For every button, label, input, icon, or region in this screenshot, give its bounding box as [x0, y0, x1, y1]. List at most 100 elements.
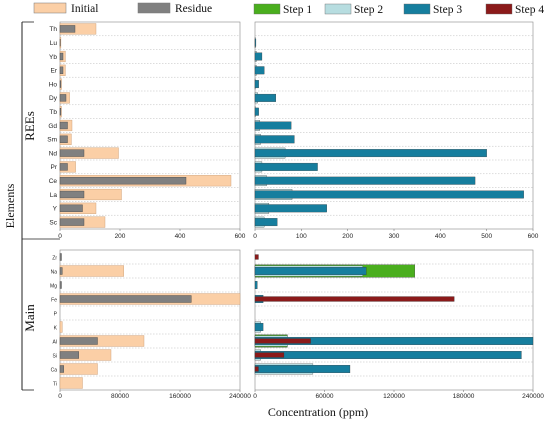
category-label: Na	[51, 269, 58, 275]
category-label: Ho	[49, 81, 58, 88]
category-label: Ca	[51, 367, 58, 373]
bar-residue-ho	[59, 80, 62, 88]
bar-step3-y	[254, 204, 327, 213]
group-title-rees: REEs	[22, 111, 37, 141]
tick-label-left: 0	[58, 393, 62, 400]
category-label: Fe	[51, 297, 57, 303]
category-label: Th	[49, 26, 57, 33]
legend-label-step-3: Step 3	[433, 4, 462, 16]
bar-initial-ca	[59, 363, 98, 375]
tick-label-right: 180000	[453, 393, 475, 400]
bar-initial-ti	[59, 377, 83, 389]
bar-step3-ca	[254, 364, 351, 373]
bar-residue-al	[59, 337, 98, 345]
tick-label-left: 160000	[169, 393, 191, 400]
category-label: Gd	[48, 123, 57, 130]
bar-step4-ca	[254, 366, 259, 372]
bar-residue-ce	[59, 177, 187, 185]
legend-swatch-step-1	[253, 3, 281, 15]
bar-residue-tb	[59, 108, 62, 116]
bar-initial-na	[59, 265, 124, 277]
bar-step4-al	[254, 338, 311, 344]
category-label: Ce	[49, 178, 58, 185]
tick-label-right: 0	[253, 233, 257, 240]
bar-initial-k	[59, 321, 63, 333]
tick-label-right: 200	[342, 233, 353, 240]
bar-residue-fe	[59, 295, 192, 303]
tick-label-right: 500	[481, 233, 492, 240]
bar-step3-k	[254, 322, 264, 331]
legend-label-step-2: Step 2	[354, 4, 383, 16]
bar-step4-fe	[254, 296, 455, 302]
category-label: Ti	[53, 381, 57, 387]
category-label: P	[54, 311, 58, 317]
category-label: La	[50, 192, 58, 199]
bar-step3-ho	[254, 80, 259, 89]
tick-label-left: 240000	[229, 393, 251, 400]
bar-step3-sc	[254, 218, 278, 227]
category-label: Al	[53, 339, 57, 345]
group-title-main: Main	[22, 304, 37, 332]
legend-label-step-4: Step 4	[515, 4, 544, 16]
tick-label-right: 600	[528, 233, 539, 240]
legend-swatch-step-4	[485, 3, 513, 15]
tick-label-left: 80000	[111, 393, 129, 400]
tick-label-right: 100	[296, 233, 307, 240]
category-label: K	[54, 325, 58, 331]
bar-residue-nd	[59, 149, 85, 157]
bar-step3-na	[254, 266, 367, 275]
category-label: Nd	[49, 150, 58, 157]
category-label: Y	[53, 206, 58, 213]
bar-residue-y	[59, 204, 83, 212]
bar-step4-si	[254, 352, 285, 358]
legend: Initial Residue Step 1 Step 2 Step 3 Step 4	[33, 2, 544, 16]
bar-step3-tb	[254, 107, 259, 116]
legend-swatch-initial	[33, 2, 67, 14]
tick-label-left: 600	[235, 233, 246, 240]
category-label: Tb	[49, 109, 57, 116]
bar-residue-la	[59, 190, 85, 199]
bar-step3-ce	[254, 176, 476, 185]
bar-step3-pr	[254, 162, 318, 171]
x-axis-title: Concentration (ppm)	[268, 405, 368, 419]
tick-label-right: 120000	[383, 393, 405, 400]
tick-label-right: 400	[435, 233, 446, 240]
bar-residue-na	[59, 267, 63, 275]
tick-label-right: 240000	[522, 393, 544, 400]
bar-step3-la	[254, 190, 524, 199]
tick-label-right: 0	[253, 393, 257, 400]
bar-residue-dy	[59, 94, 67, 102]
legend-label-initial: Initial	[71, 3, 98, 15]
bar-step3-lu	[254, 38, 257, 47]
bar-step3-gd	[254, 121, 292, 130]
bar-residue-si	[59, 351, 79, 359]
elements-bracket	[21, 21, 60, 391]
bar-step3-er	[254, 66, 265, 75]
category-label: Dy	[49, 95, 58, 102]
bar-step3-yb	[254, 52, 263, 61]
category-label: Si	[53, 353, 57, 359]
category-label: Zr	[52, 255, 57, 261]
legend-label-step-1: Step 1	[283, 4, 312, 16]
bar-residue-er	[59, 66, 64, 74]
bar-residue-sc	[59, 218, 85, 226]
legend-swatch-step-3	[403, 3, 431, 15]
bar-residue-yb	[59, 52, 64, 61]
bar-step3-dy	[254, 93, 277, 102]
category-label: Sc	[49, 219, 57, 226]
category-label: Lu	[50, 40, 58, 47]
tick-label-right: 60000	[315, 393, 333, 400]
category-label: Pr	[51, 164, 58, 171]
bar-step3-sm	[254, 135, 295, 144]
legend-swatch-residue	[137, 2, 171, 14]
category-label: Yb	[49, 54, 57, 61]
tick-label-left: 400	[175, 233, 186, 240]
legend-swatch-step-2	[324, 3, 352, 15]
bar-residue-gd	[59, 121, 68, 130]
bar-residue-mg	[59, 281, 62, 289]
bar-step3-si	[254, 350, 522, 359]
bar-step4-zr	[254, 254, 259, 260]
